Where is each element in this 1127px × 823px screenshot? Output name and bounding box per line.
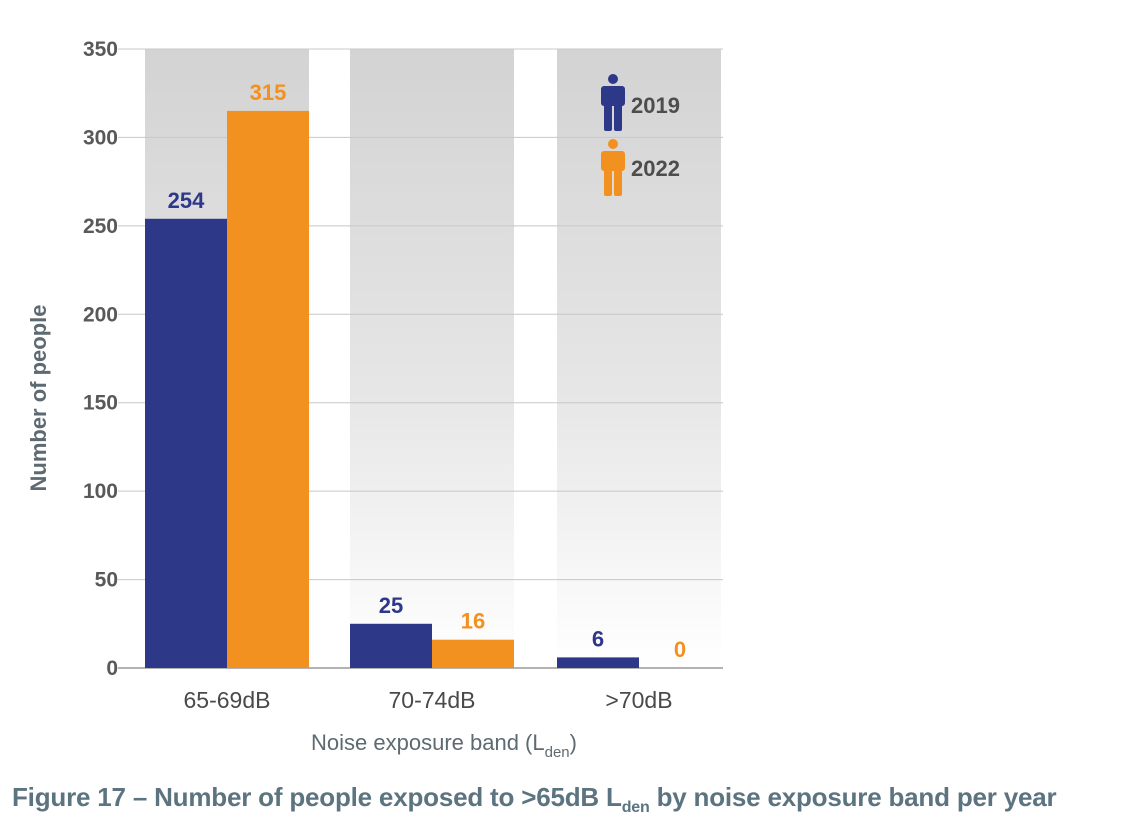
x-tick-label: >70dB (605, 687, 672, 713)
caption-suffix: by noise exposure band per year (649, 782, 1057, 812)
bar-2019-1 (145, 218, 227, 669)
y-tick-label: 300 (83, 126, 118, 149)
data-label-2019-1: 254 (168, 188, 205, 213)
y-tick-label: 150 (83, 392, 118, 415)
y-tick-label: 200 (83, 303, 118, 326)
legend-label-2022: 2022 (631, 156, 680, 181)
legend-entry-2022: 2022 (601, 139, 680, 196)
bar-2022-1 (227, 110, 309, 668)
bar-2019-3 (557, 657, 639, 668)
x-tick-label: 65-69dB (184, 687, 271, 713)
x-axis-title-main: Noise exposure band (L (311, 730, 545, 755)
caption-prefix: Figure 17 – Number of people exposed to … (12, 782, 622, 812)
person-icon (601, 139, 625, 196)
category-band-2 (350, 49, 514, 668)
figure-caption: Figure 17 – Number of people exposed to … (12, 782, 1057, 817)
legend-entry-2019: 2019 (601, 74, 680, 131)
y-tick-label: 0 (106, 657, 118, 680)
bar-2019-2 (350, 623, 432, 668)
x-axis-title-sub: den (545, 744, 570, 761)
data-label-2019-2: 25 (379, 593, 403, 618)
data-label-2022-2: 16 (461, 609, 485, 634)
bar-chart: 0 50 100 150 200 250 300 350 254 315 25 16 6 0 65-69… (26, 38, 723, 761)
bar-2022-2 (432, 639, 514, 668)
y-tick-label: 100 (83, 480, 118, 503)
data-label-2022-3: 0 (674, 637, 686, 662)
x-axis-title: Noise exposure band (Lden) (311, 730, 577, 761)
person-icon (601, 74, 625, 131)
data-label-2022-1: 315 (250, 80, 287, 105)
y-tick-label: 50 (95, 569, 118, 592)
data-label-2019-3: 6 (592, 626, 604, 651)
x-tick-label: 70-74dB (389, 687, 476, 713)
y-tick-label: 250 (83, 215, 118, 238)
category-band-3 (557, 49, 721, 668)
legend-label-2019: 2019 (631, 93, 680, 118)
caption-sub: den (621, 799, 650, 817)
y-tick-label: 350 (83, 38, 118, 61)
x-axis-title-end: ) (570, 730, 577, 755)
y-axis-title: Number of people (26, 304, 51, 491)
